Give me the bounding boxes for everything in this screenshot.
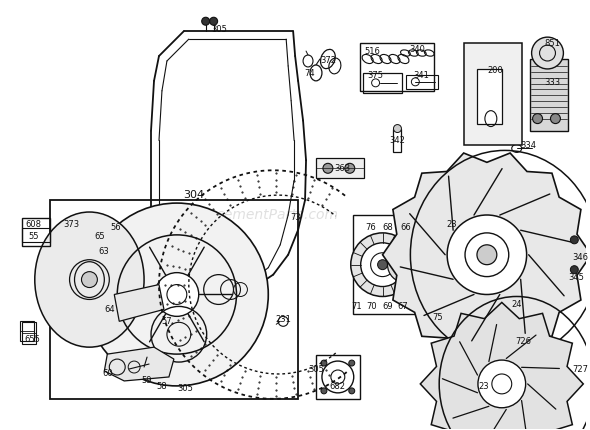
- Text: 58: 58: [157, 382, 168, 391]
- Text: 341: 341: [414, 71, 430, 80]
- Ellipse shape: [478, 360, 526, 408]
- Bar: [360, 43, 434, 91]
- Text: 63: 63: [98, 247, 109, 256]
- Ellipse shape: [321, 360, 327, 366]
- Text: 516: 516: [365, 46, 381, 55]
- Ellipse shape: [321, 388, 327, 394]
- Ellipse shape: [349, 388, 355, 394]
- Polygon shape: [437, 307, 465, 326]
- Bar: [477, 69, 502, 123]
- Text: 56: 56: [110, 224, 120, 233]
- Ellipse shape: [571, 266, 578, 273]
- Ellipse shape: [35, 212, 144, 347]
- Ellipse shape: [532, 37, 563, 69]
- Text: 57: 57: [162, 317, 172, 326]
- Text: 71: 71: [352, 302, 362, 311]
- Bar: [394, 129, 401, 152]
- Ellipse shape: [323, 163, 333, 173]
- Ellipse shape: [349, 360, 355, 366]
- Text: 70: 70: [366, 302, 377, 311]
- Ellipse shape: [155, 273, 199, 316]
- Bar: [316, 355, 360, 399]
- Bar: [22, 322, 36, 344]
- Ellipse shape: [81, 272, 97, 288]
- Text: 69: 69: [382, 302, 393, 311]
- Bar: [22, 218, 50, 246]
- Text: 66: 66: [400, 224, 411, 233]
- Ellipse shape: [86, 203, 268, 386]
- Text: 60: 60: [102, 369, 113, 378]
- Text: ReplacementParts.com: ReplacementParts.com: [178, 208, 339, 222]
- Text: 76: 76: [365, 224, 376, 233]
- Text: 75: 75: [432, 313, 442, 322]
- Text: 363: 363: [335, 164, 351, 173]
- Ellipse shape: [394, 125, 401, 132]
- Text: 305: 305: [177, 384, 193, 393]
- Text: 334: 334: [520, 141, 537, 150]
- Polygon shape: [114, 285, 164, 321]
- Ellipse shape: [360, 243, 404, 286]
- Text: 608: 608: [26, 221, 42, 230]
- Text: 23: 23: [478, 382, 489, 391]
- Text: 64: 64: [104, 305, 114, 314]
- Text: 340: 340: [409, 45, 425, 54]
- Ellipse shape: [209, 17, 218, 25]
- Text: 200: 200: [487, 66, 503, 75]
- Text: 65: 65: [94, 232, 104, 241]
- Text: 305: 305: [308, 365, 324, 374]
- Bar: [363, 73, 402, 93]
- Text: 74: 74: [304, 69, 315, 78]
- Bar: [22, 228, 50, 242]
- Text: 59: 59: [142, 376, 152, 385]
- Text: 373: 373: [64, 221, 80, 230]
- Ellipse shape: [351, 233, 414, 296]
- Ellipse shape: [550, 114, 560, 123]
- Text: 231: 231: [276, 315, 291, 324]
- Ellipse shape: [447, 215, 527, 295]
- Ellipse shape: [378, 260, 388, 270]
- Bar: [50, 200, 298, 399]
- Polygon shape: [382, 153, 590, 356]
- Text: 375: 375: [368, 71, 384, 80]
- Ellipse shape: [345, 163, 355, 173]
- Polygon shape: [420, 302, 584, 430]
- Text: 851: 851: [545, 39, 560, 48]
- Text: 24: 24: [512, 300, 522, 309]
- Text: 727: 727: [572, 365, 588, 374]
- Polygon shape: [464, 43, 522, 145]
- Text: 726: 726: [516, 337, 532, 346]
- Bar: [407, 75, 438, 89]
- Text: 682: 682: [330, 382, 346, 391]
- Ellipse shape: [202, 17, 209, 25]
- Ellipse shape: [388, 247, 423, 283]
- Ellipse shape: [533, 114, 543, 123]
- Text: 68: 68: [382, 224, 393, 233]
- Text: 345: 345: [568, 273, 584, 282]
- Text: 372: 372: [320, 56, 336, 65]
- Text: 304: 304: [183, 190, 204, 200]
- Bar: [20, 321, 34, 341]
- Ellipse shape: [571, 236, 578, 244]
- Text: 73: 73: [291, 213, 301, 222]
- Text: 346: 346: [572, 253, 588, 262]
- Bar: [353, 215, 427, 314]
- Polygon shape: [530, 59, 568, 131]
- Text: 333: 333: [545, 78, 560, 87]
- Text: 655: 655: [25, 335, 41, 344]
- Text: 23: 23: [447, 221, 457, 230]
- Ellipse shape: [401, 261, 409, 269]
- Text: 305: 305: [212, 25, 228, 34]
- Ellipse shape: [477, 245, 497, 265]
- Text: 67: 67: [397, 302, 408, 311]
- Text: 55: 55: [28, 232, 39, 241]
- Bar: [316, 158, 363, 178]
- Polygon shape: [104, 347, 174, 381]
- Text: 342: 342: [389, 136, 405, 145]
